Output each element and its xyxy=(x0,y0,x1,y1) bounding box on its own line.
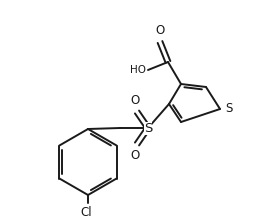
Text: HO: HO xyxy=(130,65,146,75)
Text: Cl: Cl xyxy=(80,206,92,219)
Text: S: S xyxy=(144,122,152,134)
Text: O: O xyxy=(155,24,165,37)
Text: O: O xyxy=(130,94,140,107)
Text: O: O xyxy=(130,149,140,162)
Text: S: S xyxy=(225,103,232,116)
